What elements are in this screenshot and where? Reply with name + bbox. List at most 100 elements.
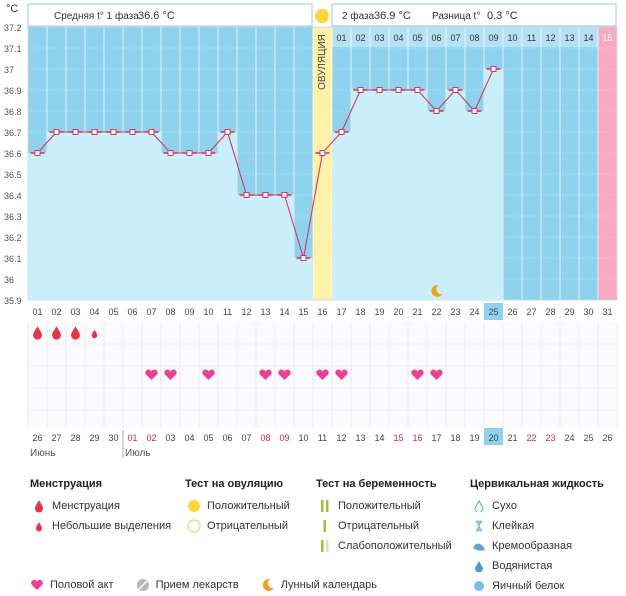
moon-icon: [261, 578, 275, 592]
cycle-day-label: 25: [488, 307, 498, 317]
legend-cervical-fluid: Цервикальная жидкость Сухо Клейкая Кремо…: [470, 478, 604, 596]
temp-point: [490, 66, 497, 72]
temp-bar: [142, 132, 161, 300]
drop-large-icon: [30, 499, 48, 513]
temp-bar: [465, 111, 484, 300]
temp-point: [338, 129, 345, 135]
legend-lunar: Лунный календарь: [280, 579, 377, 591]
cycle-day-label: 22: [431, 307, 441, 317]
unit-label: °C: [6, 3, 18, 15]
legend-bottom: Половой акт Прием лекарств Лунный календ…: [30, 578, 399, 592]
single-bar-icon: [316, 520, 334, 532]
spotting-drop-icon: [91, 329, 98, 339]
calendar-date: 01: [127, 433, 137, 443]
double-bar-icon: [316, 500, 334, 512]
legend-cf-eggwhite: Яичный белок: [492, 580, 565, 592]
calendar-date: 15: [393, 433, 403, 443]
y-tick-label: 36.3: [4, 212, 22, 222]
temp-bar: [446, 90, 465, 300]
calendar-date: 08: [260, 433, 270, 443]
negative-test-icon: [185, 519, 203, 533]
y-tick-label: 36.8: [4, 107, 22, 117]
intercourse-heart-icon: [145, 369, 158, 380]
y-tick-label: 37.1: [4, 44, 22, 54]
legend-ovulation-test-title: Тест на овуляцию: [185, 478, 284, 490]
calendar-date: 27: [51, 433, 61, 443]
legend-pregnancy-test: Тест на беременность Положительный Отриц…: [316, 478, 452, 556]
cycle-day-label: 30: [583, 307, 593, 317]
phase2-value: 36.9 °C: [374, 10, 411, 22]
menstruation-drop-icon: [71, 326, 80, 340]
legend-cf-dry: Сухо: [492, 500, 517, 512]
temp-bar: [47, 132, 66, 300]
intercourse-heart-icon: [430, 369, 443, 380]
calendar-date: 11: [318, 433, 327, 443]
y-tick-label: 37: [4, 65, 14, 75]
temp-point: [129, 129, 136, 135]
temp-point: [433, 108, 440, 114]
legend-menstruation-title: Менструация: [30, 478, 103, 490]
temp-bar: [104, 132, 123, 300]
ovulation-label: ОВУЛЯЦИЯ: [317, 34, 328, 90]
cycle-day-label: 13: [260, 307, 270, 317]
phase2-day-label: 12: [545, 33, 555, 43]
calendar-date: 02: [146, 433, 156, 443]
drop-small-icon: [30, 520, 48, 532]
temp-point: [300, 255, 307, 261]
legend-spotting-item: Небольшие выделения: [52, 520, 172, 532]
calendar-date: 21: [507, 433, 517, 443]
legend-cervical-title: Цервикальная жидкость: [470, 478, 604, 490]
phase2-day-label: 03: [374, 33, 384, 43]
intercourse-heart-icon: [202, 369, 215, 380]
cycle-day-label: 18: [355, 307, 365, 317]
temp-bar: [275, 195, 294, 300]
temp-point: [110, 129, 117, 135]
calendar-date: 14: [374, 433, 384, 443]
y-tick-label: 36: [4, 275, 14, 285]
period-column: [598, 27, 617, 300]
phase2-day-label: 09: [488, 33, 498, 43]
temp-point: [91, 129, 98, 135]
calendar-date: 18: [450, 433, 460, 443]
legend-preg-faint: Слабоположительный: [338, 540, 452, 552]
diff-value: 0.3 °C: [487, 10, 518, 22]
pill-icon: [136, 578, 150, 592]
legend-ovulation-test: Тест на овуляцию Положительный Отрицател…: [185, 478, 290, 536]
intercourse-heart-icon: [278, 369, 291, 380]
cycle-day-label: 12: [241, 307, 251, 317]
temp-bar: [484, 69, 503, 300]
phase2-label: 2 фаза: [342, 10, 375, 22]
calendar-date: 17: [431, 433, 441, 443]
faint-bar-icon: [316, 540, 334, 552]
temp-point: [72, 129, 79, 135]
phase1-label: Средняя t° 1 фаза: [54, 10, 139, 22]
cycle-day-label: 17: [336, 307, 346, 317]
phase2-day-label: 08: [469, 33, 479, 43]
temp-point: [186, 150, 193, 156]
legend-cf-watery: Водянистая: [492, 560, 553, 572]
temp-point: [224, 129, 231, 135]
cycle-day-label: 19: [374, 307, 384, 317]
calendar-date: 06: [222, 433, 232, 443]
cycle-day-label: 08: [165, 307, 175, 317]
calendar-date: 16: [412, 433, 422, 443]
y-tick-label: 36.1: [4, 254, 22, 264]
cycle-day-label: 24: [469, 307, 479, 317]
cycle-day-label: 31: [602, 307, 612, 317]
y-tick-label: 35.9: [4, 296, 22, 306]
phase2-day-label: 15: [602, 33, 612, 43]
cycle-day-label: 27: [526, 307, 536, 317]
calendar-date: 09: [279, 433, 289, 443]
temp-bar: [256, 195, 275, 300]
legend-preg-negative: Отрицательный: [338, 520, 419, 532]
phase2-header-box: [331, 3, 617, 27]
phase2-day-label: 13: [564, 33, 574, 43]
watery-icon: [470, 560, 488, 572]
calendar-date: 07: [241, 433, 251, 443]
intercourse-heart-icon: [164, 369, 177, 380]
phase1-header-box: [27, 3, 313, 27]
calendar-date: 12: [336, 433, 346, 443]
cycle-day-label: 15: [298, 307, 308, 317]
eggwhite-icon: [470, 580, 488, 592]
legend-medication: Прием лекарств: [155, 579, 239, 591]
